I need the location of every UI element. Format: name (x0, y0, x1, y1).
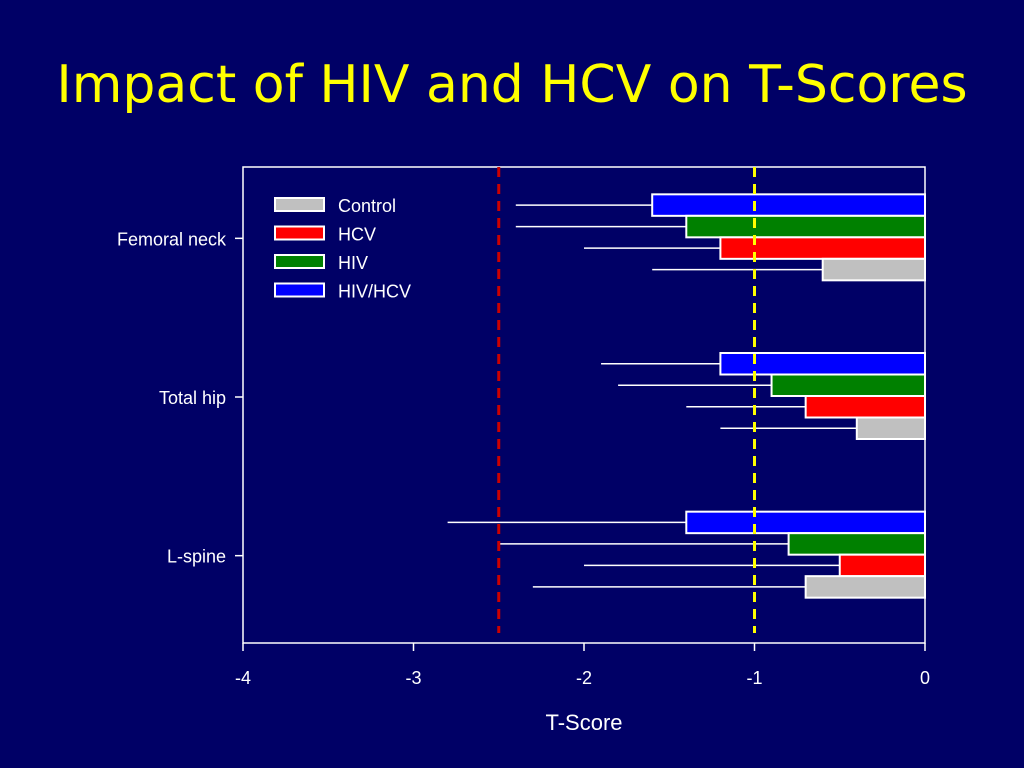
legend-swatch-hiv-hcv (274, 282, 325, 298)
bar-control-total-hip (855, 416, 926, 440)
bar-control-l-spine (804, 575, 927, 599)
bar-hcv-l-spine (838, 553, 926, 578)
legend-swatch-control (274, 197, 325, 212)
bar-hiv-hcv-l-spine (685, 510, 926, 535)
y-tick-label: L-spine (167, 547, 226, 567)
slide-title: Impact of HIV and HCV on T-Scores (56, 55, 968, 115)
bar-hiv-total-hip (770, 373, 926, 397)
bar-hiv-hcv-total-hip (719, 352, 927, 376)
y-tick-label: Total hip (159, 388, 226, 408)
legend-swatch-hiv (274, 254, 325, 269)
legend-label-control: Control (338, 196, 396, 216)
bar-hcv-total-hip (804, 395, 927, 419)
x-tick-label: -4 (235, 668, 251, 688)
y-tick-label: Femoral neck (117, 229, 227, 249)
bar-hiv-l-spine (787, 532, 926, 556)
bar-hiv-hcv-femoral-neck (651, 193, 926, 217)
legend-label-hiv: HIV (338, 253, 368, 273)
x-tick-label: -3 (405, 668, 421, 688)
bar-hcv-femoral-neck (719, 236, 927, 260)
bar-hiv-femoral-neck (685, 214, 926, 239)
bar-control-femoral-neck (821, 257, 927, 282)
x-tick-label: 0 (920, 668, 930, 688)
legend-label-hiv-hcv: HIV/HCV (338, 282, 411, 302)
legend-label-hcv: HCV (338, 225, 376, 245)
x-tick-label: -2 (576, 668, 592, 688)
x-tick-label: -1 (746, 668, 762, 688)
legend-swatch-hcv (274, 225, 325, 241)
x-axis-label: T-Score (545, 710, 622, 735)
